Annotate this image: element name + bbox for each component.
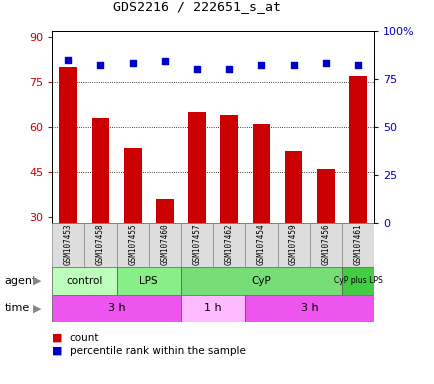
Text: GDS2216 / 222651_s_at: GDS2216 / 222651_s_at [113, 0, 280, 13]
Bar [309, 223, 341, 267]
Bar [181, 295, 245, 322]
Point [97, 62, 104, 68]
Bar [341, 223, 373, 267]
Text: GSM107453: GSM107453 [64, 223, 72, 265]
Bar [181, 223, 213, 267]
Bar [156, 199, 173, 307]
Bar [181, 267, 341, 295]
Bar [284, 151, 302, 307]
Text: GSM107456: GSM107456 [321, 223, 329, 265]
Bar [84, 223, 116, 267]
Text: agent: agent [4, 276, 36, 286]
Bar [52, 223, 84, 267]
Bar [245, 223, 277, 267]
Text: LPS: LPS [139, 276, 158, 286]
Text: time: time [4, 303, 30, 313]
Text: ■: ■ [52, 333, 62, 343]
Text: control: control [66, 276, 102, 286]
Text: 3 h: 3 h [300, 303, 318, 313]
Point [225, 66, 232, 72]
Point [65, 56, 72, 63]
Point [129, 60, 136, 66]
Text: CyP: CyP [251, 276, 271, 286]
Text: GSM107458: GSM107458 [96, 223, 105, 265]
Bar [116, 267, 181, 295]
Text: ■: ■ [52, 346, 62, 356]
Point [322, 60, 329, 66]
Text: count: count [69, 333, 99, 343]
Bar [188, 112, 205, 307]
Bar [316, 169, 334, 307]
Bar [245, 295, 373, 322]
Point [354, 62, 361, 68]
Text: GSM107455: GSM107455 [128, 223, 137, 265]
Text: percentile rank within the sample: percentile rank within the sample [69, 346, 245, 356]
Bar [213, 223, 245, 267]
Point [257, 62, 264, 68]
Text: CyP plus LPS: CyP plus LPS [333, 276, 381, 285]
Point [289, 62, 296, 68]
Text: GSM107459: GSM107459 [289, 223, 297, 265]
Bar [124, 148, 141, 307]
Bar [341, 267, 373, 295]
Bar [116, 223, 148, 267]
Text: 1 h: 1 h [204, 303, 221, 313]
Bar [59, 67, 77, 307]
Text: GSM107460: GSM107460 [160, 223, 169, 265]
Bar [220, 115, 237, 307]
Text: GSM107461: GSM107461 [353, 223, 362, 265]
Text: GSM107462: GSM107462 [224, 223, 233, 265]
Point [193, 66, 200, 72]
Text: 3 h: 3 h [108, 303, 125, 313]
Bar [92, 118, 109, 307]
Text: ▶: ▶ [33, 276, 41, 286]
Bar [52, 267, 116, 295]
Bar [252, 124, 270, 307]
Bar [148, 223, 181, 267]
Bar [277, 223, 309, 267]
Bar [349, 76, 366, 307]
Text: GSM107454: GSM107454 [256, 223, 265, 265]
Text: GSM107457: GSM107457 [192, 223, 201, 265]
Bar [52, 295, 181, 322]
Point [161, 58, 168, 65]
Text: ▶: ▶ [33, 303, 41, 313]
